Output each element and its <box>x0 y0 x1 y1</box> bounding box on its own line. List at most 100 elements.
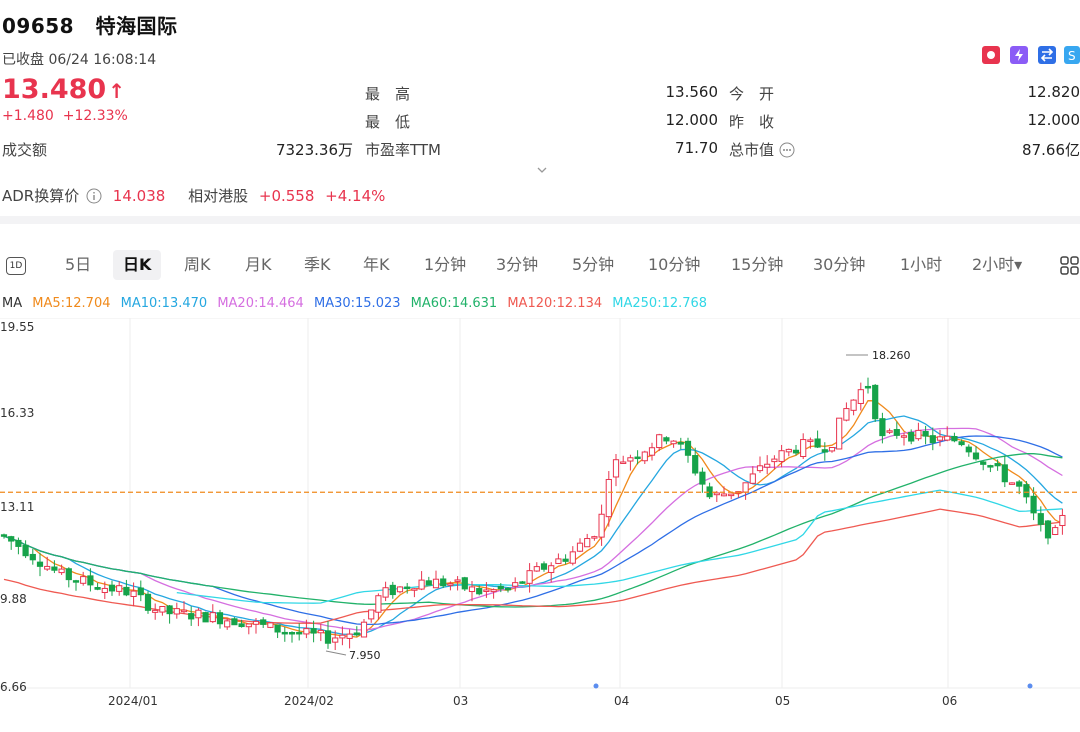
candle-body <box>612 459 620 478</box>
candle-body <box>670 440 677 445</box>
candle-body <box>807 439 814 442</box>
tab-1min[interactable]: 1分钟 <box>424 255 467 274</box>
candle-body <box>108 584 116 592</box>
tab-10min[interactable]: 10分钟 <box>648 255 701 274</box>
candle-body <box>101 587 108 594</box>
chevron-down-icon[interactable] <box>536 160 548 179</box>
candle-body <box>584 538 591 548</box>
lightning-icon[interactable] <box>1010 46 1028 64</box>
candle-body <box>440 578 447 587</box>
info-icon[interactable] <box>86 188 102 204</box>
candle-body <box>65 568 72 581</box>
candle-body <box>252 620 260 625</box>
candle-body <box>965 446 972 453</box>
last-price: 13.480 ↑ <box>2 74 125 105</box>
low-marker <box>325 650 347 656</box>
candle-body <box>353 632 360 636</box>
candle-body <box>80 576 87 584</box>
tab-daily-k[interactable]: 日K <box>113 250 162 280</box>
share-icon[interactable]: S <box>1064 46 1080 64</box>
candle-body <box>958 441 965 446</box>
market-status: 已收盘 06/24 16:08:14 <box>2 52 157 68</box>
candle-body <box>562 558 569 562</box>
period-tabs: 1D 5日 日K 周K 月K 季K 年K 1分钟 3分钟 5分钟 10分钟 15… <box>0 250 1080 280</box>
section-divider <box>0 216 1080 224</box>
candle-body <box>1001 464 1008 483</box>
candle-body <box>764 463 771 468</box>
candle-body <box>792 449 800 454</box>
tab-quarterly-k[interactable]: 季K <box>304 255 331 274</box>
tab-monthly-k[interactable]: 月K <box>245 255 272 274</box>
kline-chart[interactable]: 18.260 7.950 <box>0 318 1080 718</box>
candle-body <box>713 492 720 496</box>
candle-body <box>1016 481 1023 487</box>
candle-body <box>346 633 353 639</box>
candle-body <box>944 435 951 441</box>
candle-body <box>476 588 483 595</box>
candle-body <box>94 587 101 590</box>
candle-body <box>576 542 584 552</box>
candle-body <box>814 438 821 448</box>
tab-5min[interactable]: 5分钟 <box>572 255 615 274</box>
candle-body <box>461 577 468 590</box>
y-tick: 16.33 <box>0 406 35 420</box>
prev-close-value: 12.000 <box>1027 111 1080 129</box>
x-tick: 05 <box>775 694 791 708</box>
ma250-value: MA250:12.768 <box>612 296 708 311</box>
candle-body <box>296 631 303 635</box>
candle-body <box>540 563 548 570</box>
tab-30min[interactable]: 30分钟 <box>813 255 866 274</box>
candle-body <box>843 408 850 421</box>
candle-body <box>483 589 490 592</box>
more-icon[interactable] <box>779 142 795 158</box>
tab-5d[interactable]: 5日 <box>65 255 92 274</box>
adr-row: ADR换算价 14.038 相对港股 +0.558 +4.14% <box>2 185 385 206</box>
mcap-label: 总市值 <box>729 139 795 160</box>
candle-body <box>1052 527 1059 535</box>
candle-body <box>951 436 958 442</box>
tab-2hour[interactable]: 2小时▾ <box>972 255 1023 274</box>
candle-body <box>188 613 195 620</box>
candle-body <box>490 589 497 593</box>
candle-body <box>1008 482 1016 485</box>
candle-body <box>821 449 828 453</box>
grid-settings-icon[interactable] <box>1060 256 1080 280</box>
candle-body <box>0 534 8 537</box>
trade-icon[interactable] <box>1038 46 1056 64</box>
tab-15min[interactable]: 15分钟 <box>731 255 784 274</box>
price-change: +1.480 +12.33% <box>2 108 128 124</box>
candle-body <box>382 587 389 598</box>
candle-body <box>677 441 684 445</box>
candle-body <box>396 586 404 593</box>
candle-body <box>1044 520 1052 539</box>
candle-body <box>22 544 29 557</box>
tab-3min[interactable]: 3分钟 <box>496 255 539 274</box>
candle-body <box>267 622 274 628</box>
candle-body <box>238 623 245 628</box>
candle-body <box>51 566 58 571</box>
y-tick: 9.88 <box>0 592 27 606</box>
candle-body <box>533 566 540 572</box>
candle-body <box>360 621 368 638</box>
candle-body <box>425 580 432 586</box>
stock-name: 特海国际 <box>95 14 178 38</box>
candle-body <box>1023 484 1030 498</box>
candle-body <box>497 585 504 590</box>
tab-1hour[interactable]: 1小时 <box>900 255 943 274</box>
x-tick: 03 <box>453 694 469 708</box>
candle-body <box>418 579 425 590</box>
candle-body <box>994 463 1001 467</box>
tab-yearly-k[interactable]: 年K <box>363 255 390 274</box>
hk-flag-icon[interactable] <box>982 46 1000 64</box>
candle-body <box>454 579 461 582</box>
pe-label: 市盈率TTM <box>365 141 442 159</box>
candle-body <box>339 634 346 639</box>
candle-body <box>915 429 922 440</box>
candle-body <box>137 587 144 596</box>
candle-body <box>548 565 555 573</box>
tab-weekly-k[interactable]: 周K <box>184 255 211 274</box>
candle-body <box>519 581 526 584</box>
tab-1d-icon[interactable]: 1D <box>6 257 26 275</box>
candle-body <box>288 632 296 635</box>
high-label: 18.260 <box>872 349 911 362</box>
